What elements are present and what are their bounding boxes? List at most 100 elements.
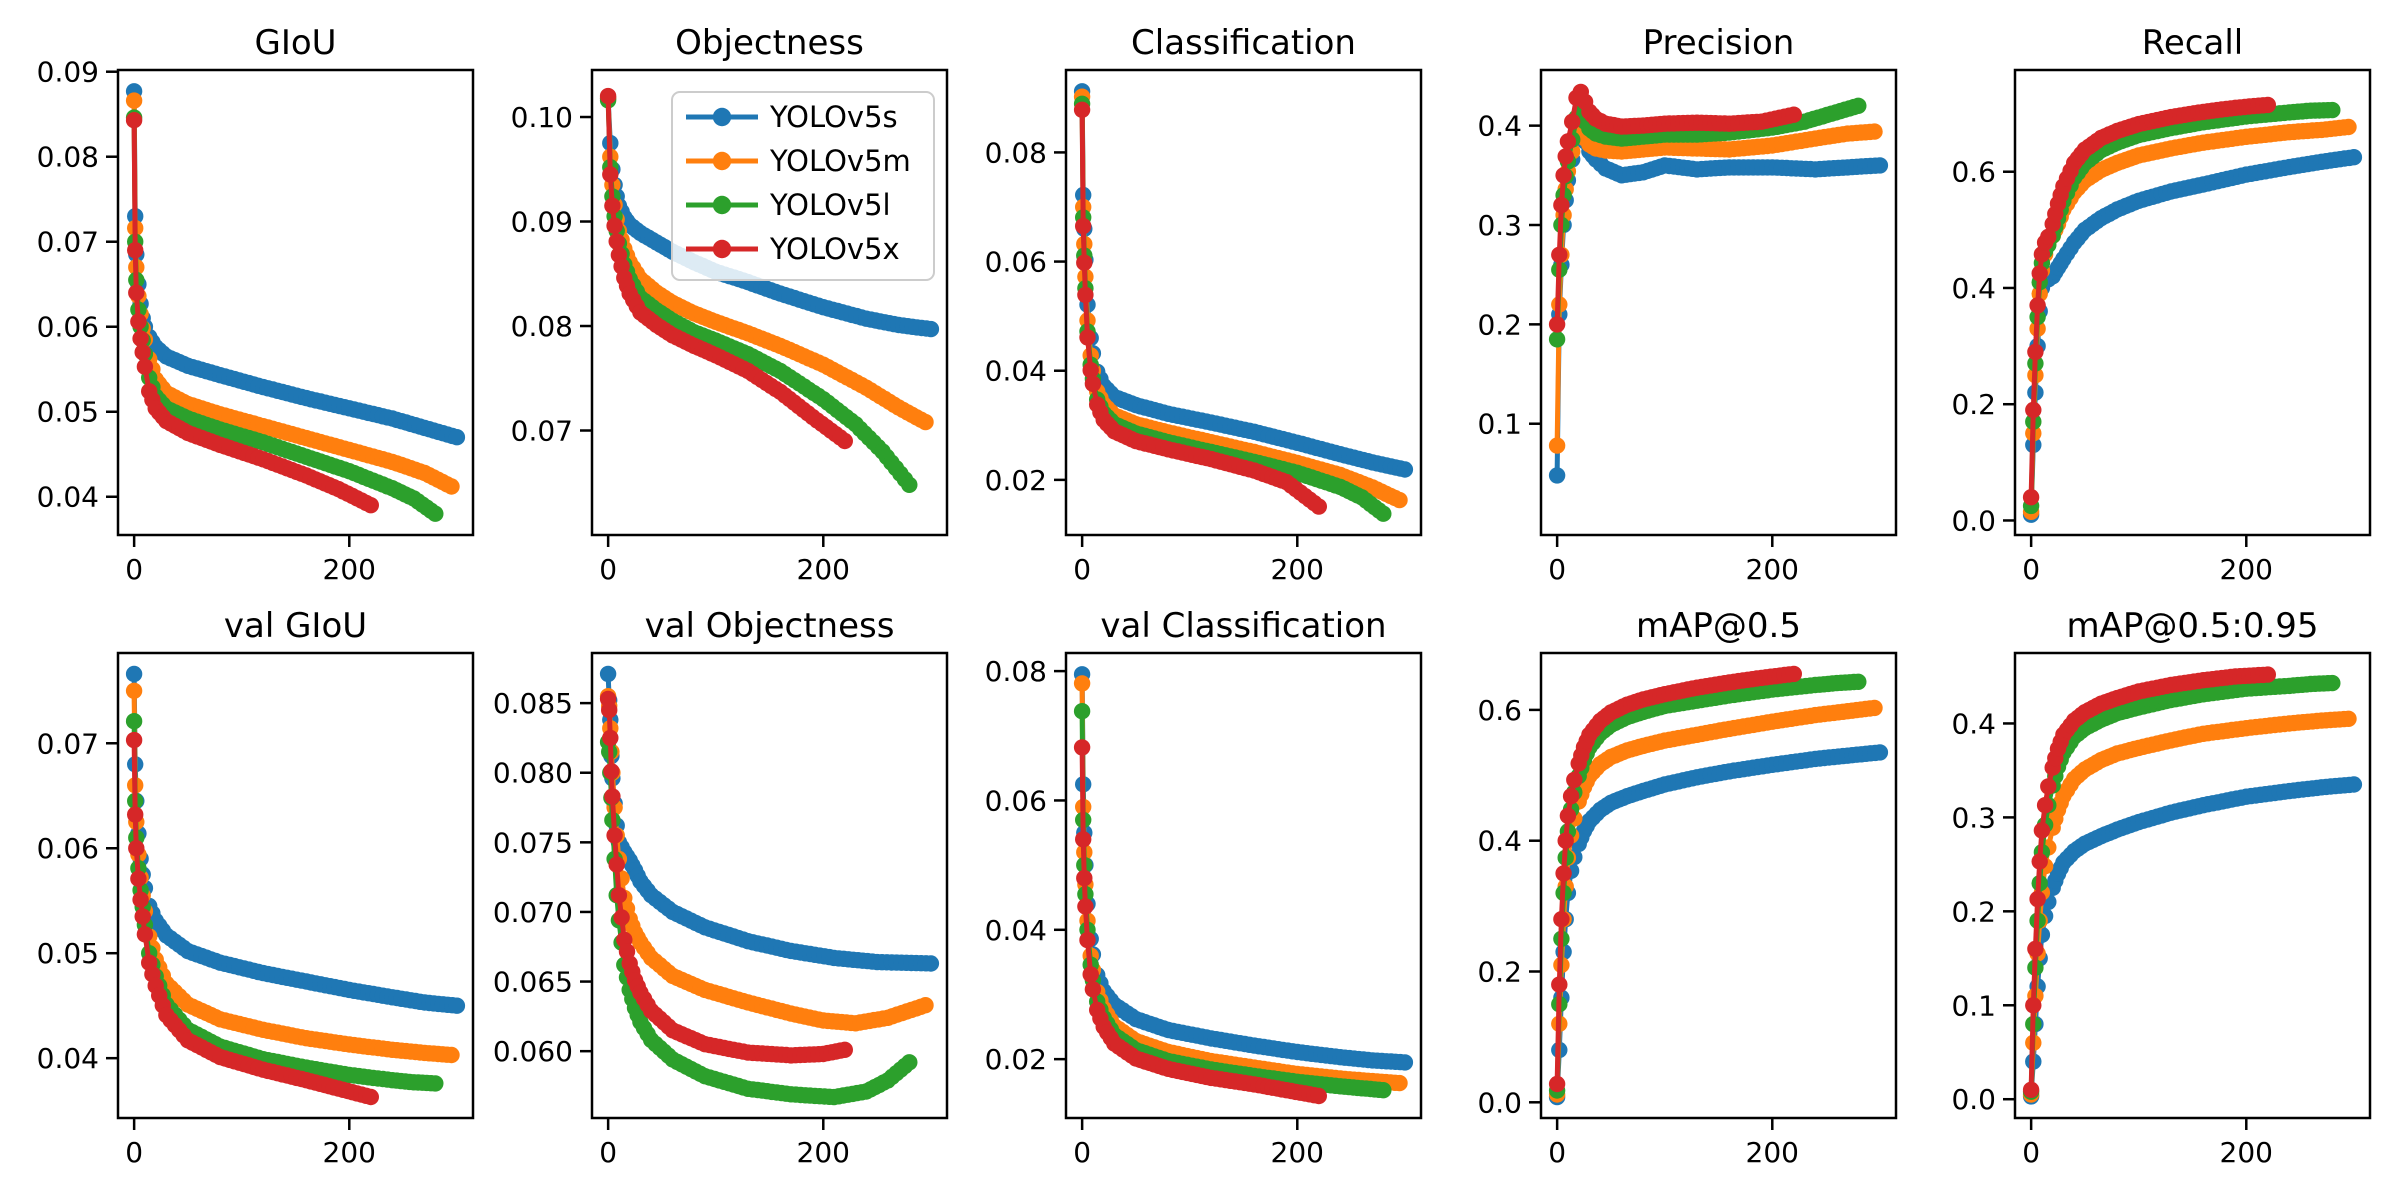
y-tick-label: 0.2	[1951, 388, 1996, 421]
axes-frame	[2013, 651, 2372, 1120]
data-point-marker	[1084, 375, 1102, 392]
data-point-marker	[2324, 674, 2341, 692]
data-point-marker	[604, 788, 621, 805]
y-tick-label: 0.085	[493, 687, 573, 720]
legend-sample-marker	[712, 239, 732, 259]
y-tick-label: 0.05	[37, 396, 99, 429]
subplot-title: Recall	[2142, 23, 2243, 63]
series-yolov5s	[1073, 666, 1414, 1071]
y-tick-label: 0.2	[1477, 956, 1522, 989]
data-point-marker	[1871, 744, 1889, 761]
legend-entry-yolov5l: YOLOv5l	[686, 188, 891, 222]
data-point-marker	[836, 1041, 853, 1059]
data-point-marker	[448, 997, 466, 1014]
axes-frame	[590, 68, 949, 537]
y-tick-label: 0.08	[985, 136, 1047, 169]
data-point-marker	[130, 313, 147, 330]
data-point-marker	[2345, 149, 2363, 166]
data-point-marker	[599, 87, 617, 105]
legend-label: YOLOv5s	[769, 100, 898, 134]
x-tick-label: 0	[1548, 553, 1566, 586]
x-tick-label: 200	[1746, 1136, 1799, 1169]
data-point-marker	[2324, 101, 2341, 119]
legend-label: YOLOv5m	[769, 144, 911, 178]
y-tick-label: 0.060	[493, 1035, 573, 1068]
data-point-marker	[922, 955, 940, 972]
x-tick-label: 200	[797, 1136, 850, 1169]
legend-sample-marker	[712, 151, 732, 171]
y-tick-label: 0.02	[985, 1043, 1047, 1076]
data-point-marker	[1082, 966, 1099, 983]
legend-label: YOLOv5l	[769, 188, 891, 222]
x-tick-label: 200	[1271, 553, 1324, 586]
subplot-map-0-5-0-95: mAP@0.5:0.95 0.0 0.1 0.2 0.3 0.4 0 200	[1951, 606, 2372, 1169]
data-point-marker	[1396, 461, 1414, 478]
data-point-marker	[1076, 254, 1093, 271]
data-point-marker	[1077, 286, 1094, 304]
data-point-marker	[128, 284, 145, 301]
data-point-marker	[2040, 228, 2057, 245]
y-tick-label: 0.09	[511, 206, 573, 239]
data-point-marker	[1866, 123, 1883, 140]
y-tick-label: 0.6	[1951, 156, 1996, 189]
axes-frame	[2013, 68, 2372, 537]
subplot-giou: GIoU 0.04 0.05 0.06 0.07 0.08 0.09 0 200	[37, 23, 475, 586]
data-point-marker	[608, 233, 625, 250]
subplot-title: Precision	[1643, 23, 1795, 63]
subplot-val-objectness: val Objectness 0.060 0.065 0.070 0.075 0.080 0…	[493, 606, 949, 1169]
axes-frame	[590, 651, 949, 1120]
data-point-marker	[2029, 297, 2046, 314]
data-point-marker	[2340, 710, 2357, 727]
y-tick-label: 0.10	[511, 101, 573, 134]
data-point-marker	[1548, 316, 1566, 333]
subplot-title: GIoU	[254, 23, 336, 63]
data-point-marker	[448, 429, 466, 446]
data-point-marker	[127, 806, 144, 823]
y-tick-label: 0.1	[1951, 989, 1996, 1022]
data-point-marker	[2031, 265, 2048, 282]
data-point-marker	[136, 358, 154, 375]
legend-sample-marker	[712, 195, 732, 215]
data-point-marker	[606, 217, 623, 234]
y-tick-label: 0.07	[511, 415, 573, 448]
y-tick-label: 0.070	[493, 896, 573, 929]
x-tick-label: 0	[125, 553, 143, 586]
data-point-marker	[1396, 1054, 1414, 1071]
data-point-marker	[1850, 97, 1867, 115]
x-tick-label: 200	[1271, 1136, 1324, 1169]
x-tick-label: 0	[2022, 1136, 2040, 1169]
data-point-marker	[2259, 96, 2276, 114]
data-point-marker	[1075, 217, 1092, 235]
data-point-marker	[1551, 976, 1568, 993]
x-tick-label: 200	[323, 553, 376, 586]
axes-frame	[1539, 68, 1898, 537]
subplot-title: Classification	[1131, 23, 1356, 63]
y-tick-label: 0.0	[1951, 504, 1996, 537]
y-tick-label: 0.06	[37, 311, 99, 344]
data-point-marker	[1548, 1075, 1566, 1093]
data-point-marker	[125, 713, 143, 730]
data-point-marker	[130, 870, 147, 887]
data-point-marker	[599, 665, 617, 683]
legend-sample-marker	[712, 107, 732, 127]
legend-frame	[671, 91, 935, 281]
data-point-marker	[2027, 940, 2044, 958]
y-tick-label: 0.0	[1477, 1086, 1522, 1119]
legend-entry-yolov5m: YOLOv5m	[686, 144, 911, 178]
data-point-marker	[1551, 246, 1568, 263]
x-tick-label: 0	[2022, 553, 2040, 586]
series-yolov5x	[2022, 96, 2276, 506]
y-tick-label: 0.2	[1477, 308, 1522, 341]
y-tick-label: 0.08	[985, 655, 1047, 688]
subplot-title: val GIoU	[224, 606, 367, 646]
data-point-marker	[2025, 997, 2042, 1014]
data-point-marker	[1557, 148, 1574, 165]
data-point-marker	[125, 731, 143, 749]
data-point-marker	[1076, 869, 1093, 887]
data-point-marker	[1555, 167, 1572, 184]
legend-entry-yolov5x: YOLOv5x	[686, 232, 900, 266]
data-point-marker	[443, 1046, 460, 1064]
data-point-marker	[125, 665, 143, 683]
data-point-marker	[1073, 739, 1091, 756]
